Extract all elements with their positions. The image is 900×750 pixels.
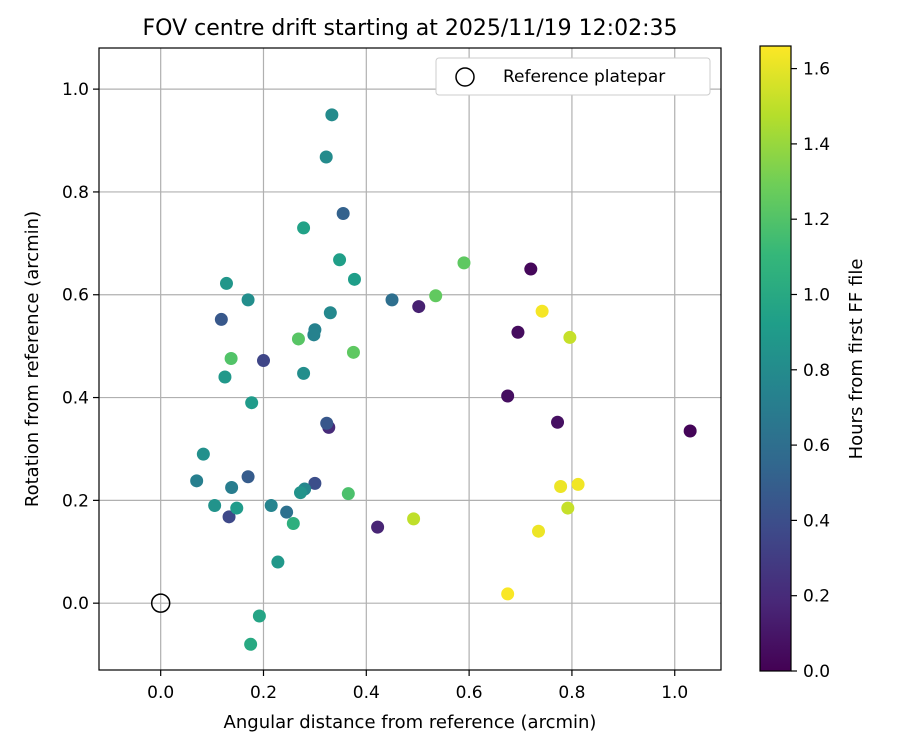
colorbar-gradient [759, 45, 792, 672]
colorbar-tick-label: 1.2 [803, 210, 830, 230]
data-point [429, 289, 443, 303]
colorbar-tick-label: 1.0 [803, 285, 830, 305]
data-point [252, 609, 266, 623]
data-point [271, 555, 285, 569]
data-point [501, 587, 515, 601]
x-axis-ticks: 0.0 0.2 0.4 0.6 0.8 1.0 [147, 670, 688, 703]
data-point [196, 447, 210, 461]
data-point [297, 366, 311, 380]
data-point [256, 354, 270, 368]
data-point [244, 637, 258, 651]
data-point [563, 330, 577, 344]
data-point [511, 325, 525, 339]
data-point [294, 486, 308, 500]
data-point [286, 516, 300, 530]
data-point [551, 415, 565, 429]
data-point [371, 520, 385, 534]
colorbar-tick-label: 1.6 [803, 60, 830, 80]
x-tick-label: 0.0 [147, 683, 174, 703]
plot-frame [98, 47, 722, 671]
data-point [385, 293, 399, 307]
plot-area [99, 48, 721, 670]
data-point [336, 207, 350, 221]
x-tick-label: 0.8 [558, 683, 585, 703]
data-point [554, 479, 568, 493]
data-point [208, 499, 222, 513]
data-point [683, 424, 697, 438]
data-point [241, 470, 255, 484]
reference-platepar-marker [150, 593, 171, 613]
data-point [222, 510, 236, 524]
colorbar-tick-label: 1.4 [803, 135, 830, 155]
data-point [280, 505, 294, 519]
data-point [190, 474, 204, 488]
y-tick-label: 0.4 [62, 389, 89, 409]
data-point [571, 477, 585, 491]
data-point [308, 476, 322, 490]
data-point [319, 150, 333, 164]
data-point [535, 304, 549, 318]
data-point [323, 306, 337, 320]
legend-box [435, 57, 711, 96]
y-tick-label: 0.0 [62, 594, 89, 614]
data-point [457, 256, 471, 270]
colorbar: 0.0 0.2 0.4 0.6 0.8 1.0 1.2 1.4 1.6 Hours from f… [759, 45, 867, 682]
legend: Reference platepar [435, 57, 711, 96]
chart-title: FOV centre drift starting at 2025/11/19 … [143, 16, 678, 41]
y-axis-label: Rotation from reference (arcmin) [22, 211, 43, 507]
data-point [264, 499, 278, 513]
x-tick-label: 1.0 [661, 683, 688, 703]
data-point [241, 293, 255, 307]
data-point [532, 524, 546, 538]
data-point [524, 262, 538, 276]
data-point [333, 253, 347, 267]
colorbar-tick-label: 0.2 [803, 587, 830, 607]
colorbar-tick-label: 0.6 [803, 436, 830, 456]
y-tick-label: 0.2 [62, 491, 89, 511]
y-axis-ticks: 0.0 0.2 0.4 0.6 0.8 1.0 [62, 80, 99, 614]
colorbar-ticks: 0.0 0.2 0.4 0.6 0.8 1.0 1.2 1.4 1.6 [791, 60, 830, 682]
colorbar-tick-label: 0.0 [803, 662, 830, 682]
colorbar-tick-label: 0.8 [803, 361, 830, 381]
data-point [307, 328, 321, 342]
data-point [214, 312, 228, 326]
y-tick-label: 0.8 [62, 183, 89, 203]
y-tick-label: 0.6 [62, 286, 89, 306]
data-point [225, 481, 239, 495]
x-tick-label: 0.4 [353, 683, 380, 703]
data-point [230, 501, 244, 515]
data-point [407, 512, 421, 526]
colorbar-tick-label: 0.4 [803, 511, 830, 531]
data-point [219, 276, 233, 290]
data-point [245, 396, 259, 410]
x-tick-label: 0.6 [456, 683, 483, 703]
data-point [412, 300, 426, 314]
data-point [325, 108, 339, 122]
legend-marker-icon [455, 67, 475, 87]
data-point [501, 389, 515, 403]
x-tick-label: 0.2 [250, 683, 277, 703]
colorbar-label: Hours from first FF file [846, 259, 867, 460]
legend-label: Reference platepar [503, 67, 665, 87]
data-point [561, 501, 575, 515]
data-points [190, 108, 697, 651]
y-tick-label: 1.0 [62, 80, 89, 100]
data-point [291, 332, 305, 346]
data-point [320, 416, 334, 430]
data-point [347, 272, 361, 286]
data-point [346, 345, 360, 359]
data-point [297, 221, 311, 235]
data-point [341, 487, 355, 501]
x-axis-label: Angular distance from reference (arcmin) [224, 712, 597, 733]
data-point [218, 370, 232, 384]
data-point [224, 351, 238, 365]
